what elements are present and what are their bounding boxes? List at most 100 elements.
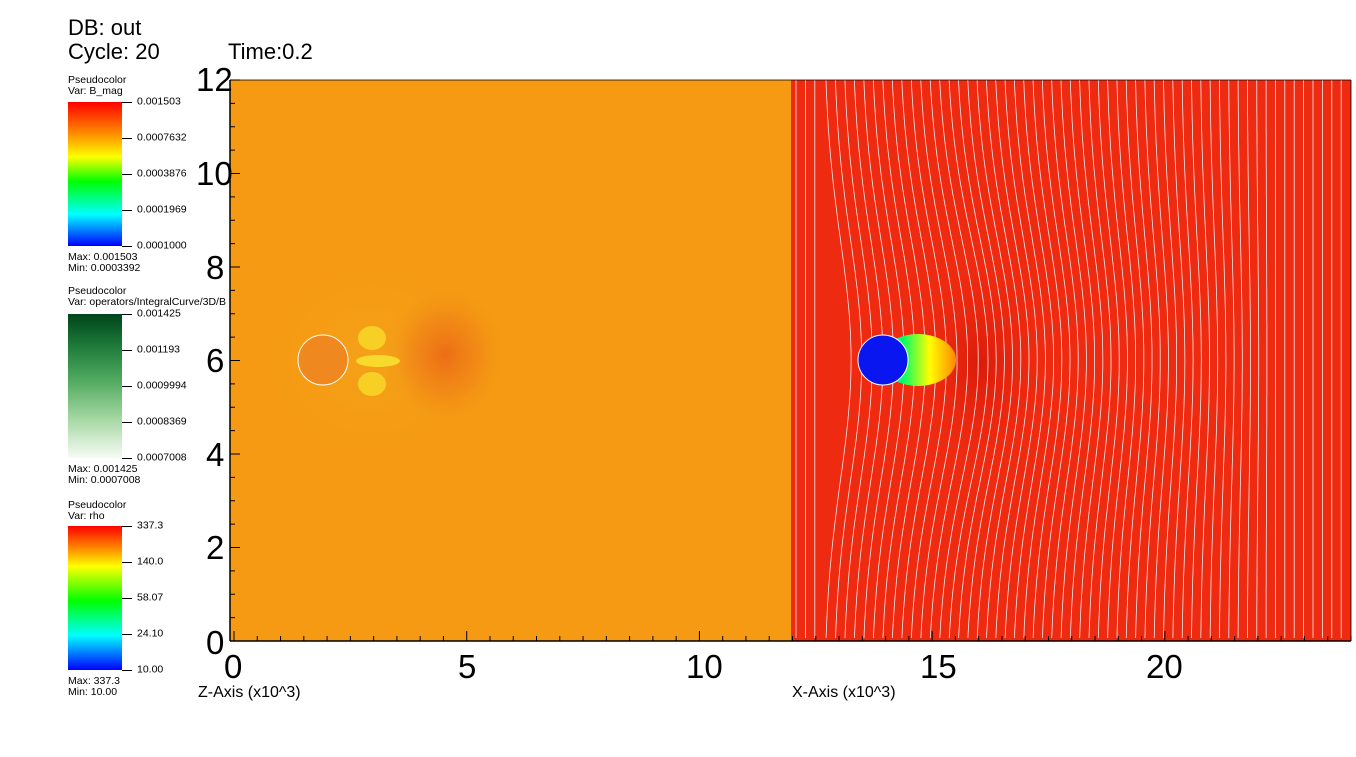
field-line — [1069, 80, 1095, 639]
legend-rho-tick-label: 10.00 — [137, 663, 164, 676]
field-line — [986, 80, 1022, 639]
legend-bmag-var: Var: B_mag — [68, 85, 123, 97]
legend-bmag-tick — [122, 174, 132, 175]
legend-curve-tick — [122, 386, 132, 387]
field-line — [1153, 80, 1169, 639]
time-label: Time:0.2 — [228, 39, 313, 64]
legend-curve-tick-label: 0.0007008 — [137, 451, 187, 464]
y-tick-label: 12 — [196, 61, 233, 98]
field-line — [825, 80, 852, 639]
field-line — [1228, 80, 1235, 638]
legend-rho-tick — [122, 562, 132, 563]
field-line — [948, 80, 989, 639]
legend-rho-tick — [122, 526, 132, 527]
legend-bmag-max: Max: 0.001503 — [68, 251, 138, 263]
y-tick-label: 0 — [206, 624, 225, 661]
field-line — [1247, 80, 1251, 639]
legend-bmag-tick-label: 0.0001000 — [137, 239, 187, 252]
field-line — [1023, 80, 1054, 639]
z-panel-jet — [356, 355, 400, 367]
x-panel-wake — [910, 255, 1050, 475]
field-line — [920, 80, 958, 639]
field-line — [1004, 80, 1038, 639]
legend-curve-max: Max: 0.001425 — [68, 463, 138, 475]
field-line — [1060, 80, 1087, 639]
legend-bmag-tick-label: 0.0001969 — [137, 203, 187, 216]
field-line — [1172, 80, 1186, 639]
x-tick-label: 20 — [1146, 648, 1183, 685]
legend-curve-tick — [122, 458, 132, 459]
legend-rho-tick — [122, 598, 132, 599]
field-line — [929, 80, 968, 639]
z-panel-lobe — [358, 326, 386, 350]
field-line — [1116, 80, 1136, 639]
x-axis-title: X-Axis (x10^3) — [792, 684, 896, 701]
field-line — [1265, 80, 1268, 638]
legend-rho-tick-label: 24.10 — [137, 627, 164, 640]
x-panel-obstacle — [857, 334, 909, 386]
legend-rho-max: Max: 337.3 — [68, 675, 120, 687]
legend-rho-tick-label: 140.0 — [137, 555, 164, 568]
legend-bmag-tick — [122, 246, 132, 247]
legend-curve-min: Min: 0.0007008 — [68, 474, 141, 486]
field-line — [1097, 80, 1120, 639]
y-tick-label: 6 — [206, 342, 225, 379]
legend-bmag-tick-label: 0.001503 — [137, 95, 181, 108]
legend-bmag-colorbar — [68, 102, 122, 246]
x-tick-label: 0 — [224, 648, 243, 685]
z-panel-wake — [383, 285, 507, 425]
field-line — [1237, 80, 1243, 638]
field-line — [1191, 80, 1202, 639]
field-line — [1144, 80, 1161, 639]
legend-curve-plot-type: Pseudocolor — [68, 285, 127, 297]
field-line — [1256, 80, 1260, 639]
legend-rho-tick — [122, 634, 132, 635]
legend-rho-tick-label: 337.3 — [137, 519, 164, 532]
field-line — [958, 80, 997, 639]
field-line — [1107, 80, 1128, 639]
legend-rho-colorbar — [68, 526, 122, 670]
legend-bmag-tick-label: 0.0007632 — [137, 131, 187, 144]
legend-rho-tick — [122, 670, 132, 671]
field-line — [1200, 80, 1210, 639]
x-tick-label: 5 — [458, 648, 477, 685]
x-tick-label: 15 — [920, 648, 957, 685]
field-line — [1051, 80, 1079, 639]
legend-curve-tick-label: 0.0009994 — [137, 379, 187, 392]
legend-curve-tick — [122, 350, 132, 351]
z-axis-title: Z-Axis (x10^3) — [198, 684, 301, 701]
legend-curve-tick-label: 0.001193 — [137, 343, 181, 356]
cycle-label: Cycle: 20 — [68, 39, 160, 64]
legend-curve-tick — [122, 314, 132, 315]
legend-curve-var: Var: operators/IntegralCurve/3D/B — [68, 296, 226, 308]
y-tick-label: 4 — [206, 436, 225, 473]
field-line — [1181, 80, 1194, 639]
field-line — [967, 80, 1005, 639]
database-label: DB: out — [68, 15, 142, 40]
legend-rho-tick-label: 58.07 — [137, 591, 164, 604]
field-line — [1219, 80, 1227, 638]
field-line — [1032, 80, 1063, 639]
legend-curve-colorbar — [68, 314, 122, 458]
y-tick-label: 8 — [206, 249, 225, 286]
field-line — [995, 80, 1030, 639]
field-line — [1125, 80, 1145, 639]
legend-curve-tick-label: 0.001425 — [137, 307, 181, 320]
z-panel-obstacle — [297, 334, 349, 386]
field-line — [1079, 80, 1104, 639]
y-tick-label: 2 — [206, 529, 225, 566]
field-line — [976, 80, 1013, 639]
field-line — [1088, 80, 1112, 639]
x-tick-label: 10 — [686, 648, 723, 685]
field-line — [1014, 80, 1046, 639]
legend-bmag-tick-label: 0.0003876 — [137, 167, 187, 180]
legend-curve-tick — [122, 422, 132, 423]
legend-bmag-min: Min: 0.0003392 — [68, 262, 141, 274]
field-line — [1209, 80, 1219, 638]
legend-bmag-tick — [122, 102, 132, 103]
legend-bmag-tick — [122, 138, 132, 139]
legend-bmag-plot-type: Pseudocolor — [68, 74, 127, 86]
legend-curve-tick-label: 0.0008369 — [137, 415, 187, 428]
legend-rho-plot-type: Pseudocolor — [68, 499, 127, 511]
